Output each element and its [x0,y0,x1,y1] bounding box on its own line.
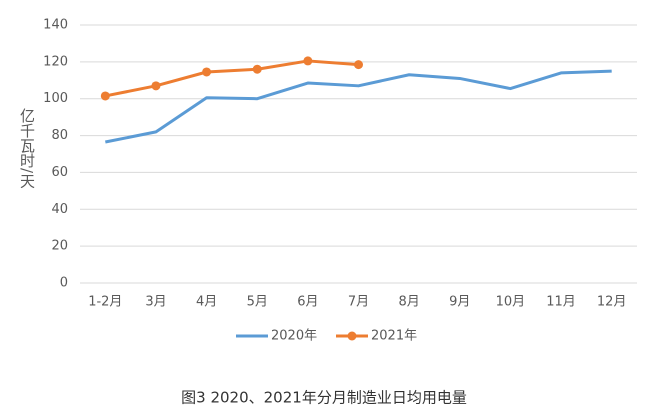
series-line [105,69,612,144]
x-tick-label: 7月 [348,295,369,310]
series-marker [151,81,161,91]
x-tick-label: 3月 [145,295,166,310]
x-tick-label: 9月 [449,295,470,310]
y-tick-label: 60 [51,165,68,180]
y-tick-label: 80 [51,128,68,143]
series-marker [100,91,110,101]
series-marker [252,64,262,74]
y-tick-label: 0 [60,276,68,291]
legend-label: 2020年 [271,329,317,344]
x-tick-label: 4月 [196,295,217,310]
y-tick-label: 40 [51,202,68,217]
x-tick-label: 5月 [247,295,268,310]
y-tick-label: 140 [43,18,68,33]
x-tick-label: 10月 [496,295,526,310]
x-tick-label: 6月 [297,295,318,310]
series-marker [354,60,363,70]
y-tick-label: 120 [43,54,68,69]
x-tick-label: 8月 [398,295,419,310]
series-line [105,59,359,98]
x-tick-label: 1-2月 [88,295,122,310]
series-marker [202,67,212,77]
series-marker [303,56,313,66]
legend-label: 2021年 [371,329,417,344]
y-tick-label: 20 [51,239,68,254]
chart-title: 图3 2020、2021年分月制造业日均用电量 [181,389,467,407]
x-tick-label: 11月 [546,295,576,310]
legend-marker [347,331,357,341]
y-tick-label: 100 [43,91,68,106]
x-tick-label: 12月 [597,295,627,310]
y-axis-label: 亿千瓦时/天 [18,108,36,188]
